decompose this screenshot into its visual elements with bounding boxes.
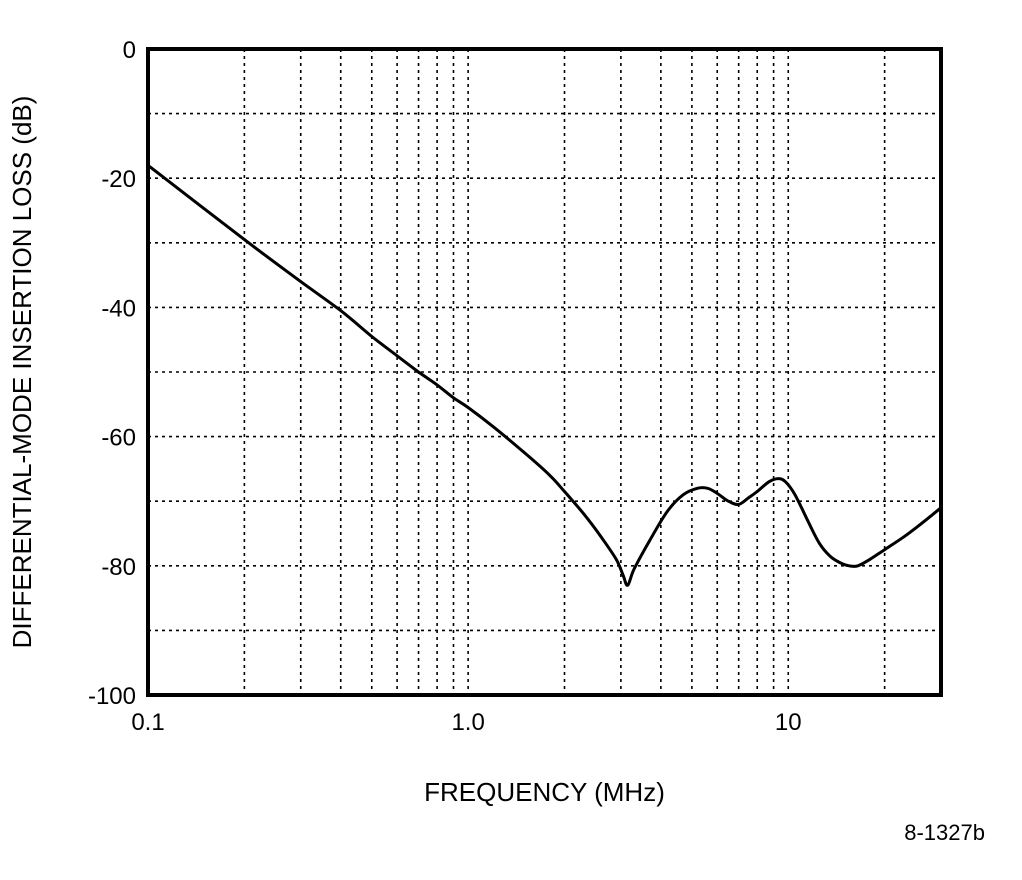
y-tick-label: 0	[123, 37, 136, 64]
grid-lines	[148, 49, 941, 695]
y-tick-label: -100	[88, 683, 136, 710]
y-tick-label: -40	[101, 295, 136, 322]
series-line	[147, 164, 942, 587]
plot-frame	[146, 47, 943, 697]
x-axis-title: FREQUENCY (MHz)	[424, 777, 665, 807]
figure-id: 8-1327b	[904, 820, 985, 845]
y-tick-label: -20	[101, 166, 136, 193]
x-tick-label: 0.1	[131, 709, 164, 736]
x-tick-label: 10	[775, 709, 802, 736]
y-tick-label: -80	[101, 554, 136, 581]
y-tick-label: -60	[101, 425, 136, 452]
y-tick-labels: 0 -20 -40 -60 -80 -100	[88, 37, 136, 710]
x-tick-label: 1.0	[451, 709, 484, 736]
x-tick-labels: 0.1 1.0 10	[131, 709, 801, 736]
y-axis-title: DIFFERENTIAL-MODE INSERTION LOSS (dB)	[7, 96, 37, 649]
